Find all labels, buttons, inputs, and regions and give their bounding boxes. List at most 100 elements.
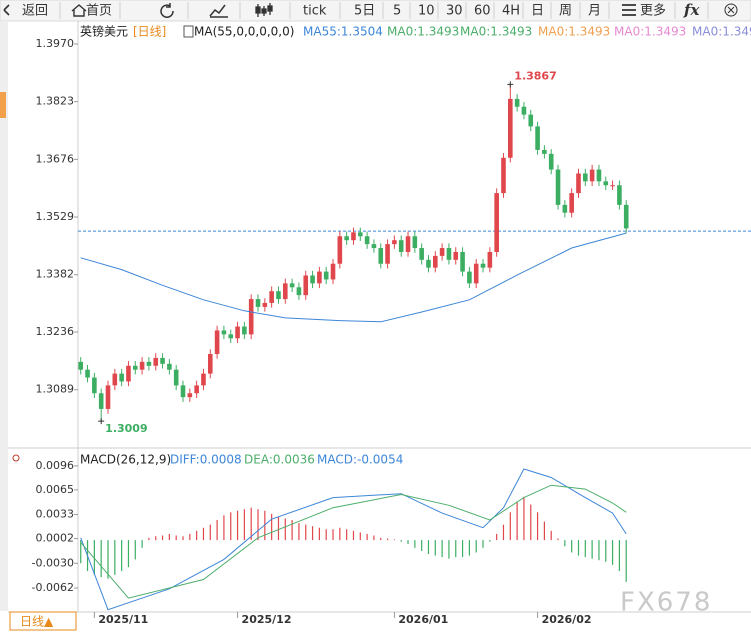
- high-annotation: 1.3867: [514, 69, 556, 82]
- candle-body: [146, 361, 152, 366]
- toolbar-button[interactable]: 更多: [640, 3, 666, 19]
- low-annotation: 1.3009: [105, 422, 147, 435]
- y-tick-label: 0.0096: [36, 459, 75, 472]
- candle-body: [289, 283, 295, 288]
- low-marker: [98, 418, 105, 425]
- candle-icon[interactable]: [255, 3, 273, 17]
- legend-item: MA0:1.3493: [614, 25, 686, 39]
- watermark: FX678: [620, 588, 712, 618]
- macd-legend-item: MACD:-0.0054: [317, 453, 403, 467]
- period-button-bg[interactable]: [9, 611, 77, 631]
- toolbar-button[interactable]: 首页: [86, 4, 112, 19]
- candle-body: [201, 373, 206, 386]
- back-icon[interactable]: [3, 4, 10, 16]
- candle-body: [167, 363, 172, 370]
- candle-body: [119, 373, 124, 382]
- indicator-line: [80, 484, 627, 599]
- macd-legend-item: MACD(26,12,9): [80, 453, 171, 467]
- toolbar-bg: [0, 0, 751, 22]
- candle-body: [623, 204, 629, 229]
- candle-body: [207, 353, 213, 374]
- candle-body: [112, 373, 118, 386]
- y-tick-label: 0.0002: [36, 532, 75, 545]
- macd-settings-icon[interactable]: [12, 454, 20, 462]
- toolbar-button[interactable]: 5: [393, 4, 401, 19]
- candle-body: [351, 232, 356, 241]
- candle-body: [310, 275, 315, 284]
- candle-body: [371, 244, 377, 249]
- toolbar-button[interactable]: 返回: [22, 4, 48, 19]
- candle-body: [589, 169, 595, 182]
- macd-panel: [80, 468, 627, 611]
- candle-body: [528, 114, 534, 127]
- candle-body: [398, 240, 404, 252]
- candle-body: [385, 244, 390, 264]
- toolbar: fx 返回 首页 tick 5日 5 10 30 60 4H 日周 月 更多: [0, 0, 751, 22]
- candle-body: [521, 106, 527, 115]
- fx-icon[interactable]: fx: [683, 1, 700, 19]
- candle-body: [228, 334, 234, 339]
- toolbar-button[interactable]: 10: [418, 4, 435, 19]
- candle-body: [296, 287, 302, 296]
- toolbar-button[interactable]: 日: [531, 4, 544, 19]
- candle-body: [173, 369, 179, 386]
- candle-body: [78, 361, 84, 370]
- candle-body: [378, 248, 384, 264]
- candle-body: [508, 98, 513, 158]
- ma-icon[interactable]: [183, 25, 194, 38]
- candle-body: [548, 153, 554, 170]
- candle-body: [255, 299, 261, 307]
- candle-body: [405, 236, 411, 252]
- candle-body: [139, 361, 145, 370]
- toolbar-button[interactable]: 30: [446, 4, 463, 19]
- candle-body: [85, 369, 90, 378]
- candle-body: [487, 251, 493, 268]
- toolbar-button[interactable]: 4H: [502, 4, 520, 19]
- toolbar-button[interactable]: 60: [474, 4, 491, 19]
- legend-item: MA0:1.3493: [538, 25, 610, 39]
- refresh-icon[interactable]: [160, 3, 174, 18]
- toolbar-button[interactable]: tick: [303, 4, 327, 19]
- x-tick-label: 2025/11: [98, 613, 148, 626]
- candle-body: [501, 157, 506, 194]
- home-icon[interactable]: [71, 4, 87, 17]
- candle-body: [419, 248, 424, 260]
- sidebar: [0, 21, 8, 611]
- candle-body: [269, 291, 274, 303]
- candle-body: [105, 385, 111, 409]
- candle-body: [412, 236, 418, 249]
- candle-body: [542, 149, 547, 154]
- legend-item: MA0:1.3493: [387, 25, 459, 39]
- legend-item: MA(55,0,0,0,0,0): [194, 25, 294, 39]
- y-tick-label: 0.0065: [36, 483, 75, 496]
- candle-body: [248, 299, 254, 335]
- candle-body: [323, 271, 329, 280]
- candle-body: [617, 185, 622, 205]
- y-tick-label: 1.3529: [36, 210, 75, 223]
- candle-body: [392, 240, 397, 245]
- candle-body: [344, 236, 349, 241]
- indicator-line: [80, 232, 627, 323]
- candle-body: [583, 173, 588, 182]
- toolbar-button[interactable]: 周: [559, 4, 572, 19]
- candle-body: [535, 126, 540, 150]
- legend-item: 英镑美元: [80, 24, 128, 39]
- y-tick-label: 1.3236: [36, 325, 75, 338]
- candle-body: [576, 173, 581, 194]
- candle-body: [569, 193, 574, 213]
- toolbar-button[interactable]: 5日: [354, 4, 375, 19]
- period-button[interactable]: 日线▲: [20, 615, 54, 629]
- candle-body: [596, 169, 602, 182]
- x-tick-label: 2026/01: [398, 613, 448, 626]
- candle-body: [603, 181, 609, 186]
- candle-body: [303, 275, 309, 296]
- candle-body: [460, 251, 465, 272]
- candle-body: [194, 385, 199, 394]
- toolbar-button[interactable]: 月: [588, 4, 601, 19]
- sidebar-active: [0, 92, 6, 118]
- line-chart-icon[interactable]: [209, 4, 228, 18]
- high-marker: [507, 81, 514, 88]
- candle-body: [514, 98, 520, 107]
- candle-body: [432, 255, 438, 268]
- close-icon[interactable]: [724, 3, 738, 17]
